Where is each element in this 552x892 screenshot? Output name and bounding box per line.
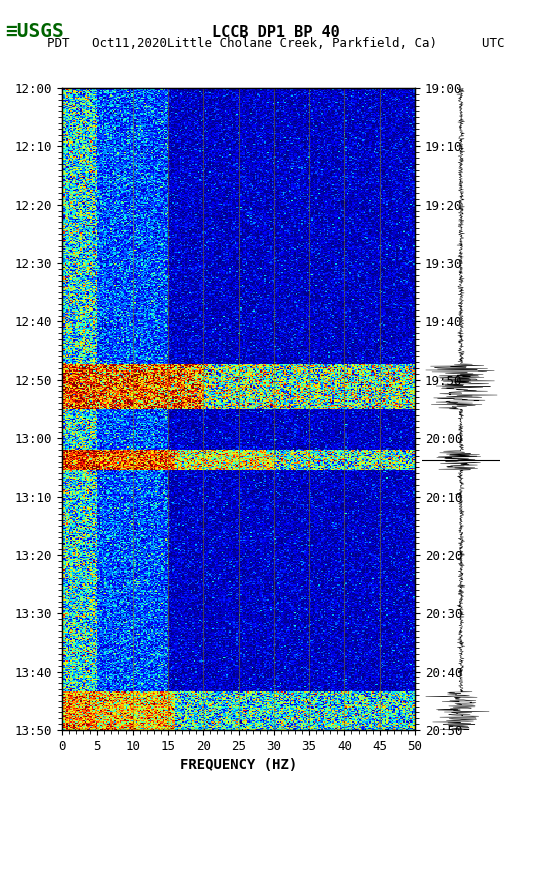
Text: ≡USGS: ≡USGS xyxy=(6,22,64,41)
Text: LCCB DP1 BP 40: LCCB DP1 BP 40 xyxy=(212,25,340,40)
Text: PDT   Oct11,2020Little Cholane Creek, Parkfield, Ca)      UTC: PDT Oct11,2020Little Cholane Creek, Park… xyxy=(47,37,505,51)
X-axis label: FREQUENCY (HZ): FREQUENCY (HZ) xyxy=(180,758,297,772)
